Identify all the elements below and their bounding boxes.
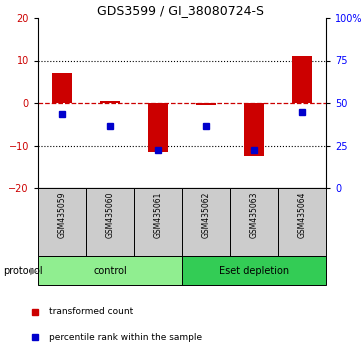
Text: GSM435063: GSM435063 [249,192,258,238]
Bar [182,256,326,285]
Text: GSM435059: GSM435059 [57,192,66,238]
Text: control: control [93,266,127,275]
Bar [100,101,119,103]
Bar [292,56,312,103]
Bar [86,188,134,256]
Bar [230,188,278,256]
Text: GDS3599 / GI_38080724-S: GDS3599 / GI_38080724-S [97,4,264,17]
Text: percentile rank within the sample: percentile rank within the sample [49,333,202,342]
Text: GSM435064: GSM435064 [297,192,306,238]
Bar [182,188,230,256]
Bar [38,188,86,256]
Text: Eset depletion: Eset depletion [219,266,289,275]
Bar [196,103,216,105]
Bar [52,73,71,103]
Bar [38,256,182,285]
Bar [134,188,182,256]
Bar [148,103,168,152]
Text: protocol: protocol [4,266,43,275]
Bar [244,103,264,156]
Text: GSM435061: GSM435061 [153,192,162,238]
Text: GSM435062: GSM435062 [201,192,210,238]
Text: transformed count: transformed count [49,307,133,316]
Text: GSM435060: GSM435060 [105,192,114,238]
Bar [278,188,326,256]
Text: ▶: ▶ [30,266,38,275]
